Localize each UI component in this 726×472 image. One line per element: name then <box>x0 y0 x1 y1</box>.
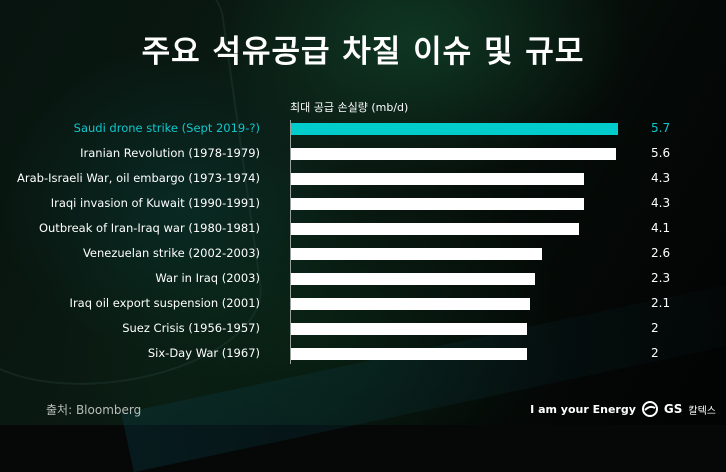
source-credit: 출처: Bloomberg <box>46 403 142 417</box>
bar-value: 4.3 <box>651 171 671 185</box>
bar-label: Outbreak of Iran-Iraq war (1980-1981) <box>38 221 260 235</box>
gs-logo-icon <box>641 401 658 417</box>
bar-label: Iraq oil export suspension (2001) <box>69 296 260 310</box>
bar-value: 2.3 <box>651 271 671 285</box>
highlighted-bar <box>291 123 618 135</box>
bar <box>291 173 584 185</box>
brand-footer: I am your Energy GS 칼텍스 <box>530 401 716 417</box>
bar-value: 5.6 <box>651 146 671 160</box>
bar-value: 5.7 <box>651 121 671 135</box>
bar-row: Suez Crisis (1956-1957) 2 <box>0 317 726 342</box>
bar-label: Iranian Revolution (1978-1979) <box>80 146 260 160</box>
bar-row: Six-Day War (1967) 2 <box>0 342 726 367</box>
page-title: 주요 석유공급 차질 이슈 및 규모 <box>141 34 585 70</box>
bar-row: Iranian Revolution (1978-1979) 5.6 <box>0 142 726 167</box>
y-axis-line <box>290 120 291 364</box>
bar-label: Venezuelan strike (2002-2003) <box>82 246 260 260</box>
bar <box>291 273 535 285</box>
axis-title: 최대 공급 손실량 (mb/d) <box>290 101 409 114</box>
bar-row: War in Iraq (2003) 2.3 <box>0 267 726 292</box>
brand-slogan: I am your Energy <box>530 402 636 416</box>
bar-row: Iraqi invasion of Kuwait (1990-1991) 4.3 <box>0 192 726 217</box>
bar-value: 2 <box>651 346 659 360</box>
brand-name: GS <box>663 402 683 416</box>
bar-label: Six-Day War (1967) <box>147 346 260 360</box>
bar-label: Saudi drone strike (Sept 2019-?) <box>73 121 260 135</box>
bar <box>291 198 584 210</box>
bar-row: Arab-Israeli War, oil embargo (1973-1974… <box>0 167 726 192</box>
bar <box>291 323 527 335</box>
bar-row: Venezuelan strike (2002-2003) 2.6 <box>0 242 726 267</box>
bar-value: 4.1 <box>651 221 671 235</box>
bar-value: 2.6 <box>651 246 671 260</box>
bar <box>291 223 579 235</box>
bar-label: Arab-Israeli War, oil embargo (1973-1974… <box>17 171 260 185</box>
bar-row: Saudi drone strike (Sept 2019-?) 5.7 <box>0 117 726 142</box>
bar <box>291 298 530 310</box>
bar-label: War in Iraq (2003) <box>155 271 260 285</box>
brand-korean-name: 칼텍스 <box>688 405 716 417</box>
bar-row: Iraq oil export suspension (2001) 2.1 <box>0 292 726 317</box>
bar-value: 2 <box>651 321 659 335</box>
bar <box>291 148 616 160</box>
bar-value: 2.1 <box>651 296 671 310</box>
bar-row: Outbreak of Iran-Iraq war (1980-1981) 4.1 <box>0 217 726 242</box>
bar <box>291 348 527 360</box>
bar-label: Iraqi invasion of Kuwait (1990-1991) <box>50 196 260 210</box>
bar <box>291 248 542 260</box>
bar-value: 4.3 <box>651 196 671 210</box>
bar-label: Suez Crisis (1956-1957) <box>122 321 260 335</box>
